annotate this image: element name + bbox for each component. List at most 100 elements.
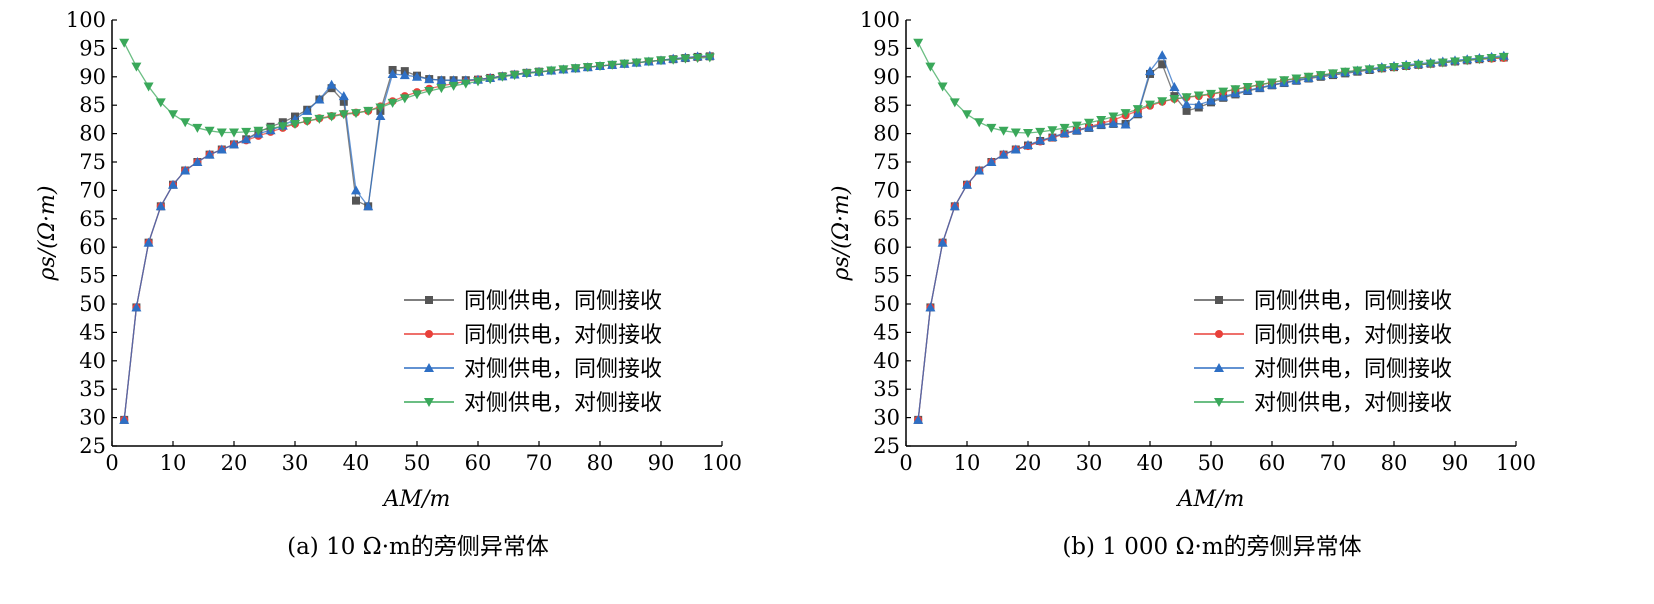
y-tick-label: 85 [873,93,900,117]
data-point-series-2 [399,70,410,80]
data-point-series-2 [155,201,166,211]
legend-marker [1215,330,1223,338]
data-point-series-3 [1376,64,1387,74]
y-axis-title: ρs/(Ω·m) [829,186,854,282]
data-point-series-3 [1413,60,1424,70]
data-point-series-3 [1010,128,1021,138]
data-point-series-3 [509,71,520,81]
x-tick-label: 90 [1442,451,1469,475]
data-point-series-3 [229,128,239,138]
data-point-series-3 [1315,71,1326,81]
data-point-series-3 [168,110,178,120]
data-point-series-3 [1218,87,1229,97]
data-point-series-3 [1425,59,1436,69]
y-tick-label: 100 [66,8,106,32]
x-tick-label: 60 [465,451,492,475]
data-point-series-2 [949,201,960,211]
data-point-series-3 [913,38,924,48]
data-point-series-2 [216,144,227,154]
x-axis-title: AM/m [382,487,451,512]
legend-label: 对侧供电，同侧接收 [1254,357,1452,382]
data-point-series-3 [1291,74,1302,84]
data-point-series-2 [143,237,154,247]
data-point-series-3 [570,64,581,74]
panel-caption: (a) 10 Ω·m的旁侧异常体 [287,534,549,560]
series-line-3 [917,42,1504,134]
data-point-series-2 [338,91,349,101]
legend-marker [425,296,433,304]
data-point-series-3 [1498,52,1509,62]
data-point-series-3 [143,82,154,92]
x-axis-title: AM/m [1176,487,1245,512]
data-point-series-3 [668,55,679,65]
data-point-series-3 [1023,129,1033,139]
x-tick-label: 70 [1320,451,1347,475]
data-point-series-3 [692,54,703,64]
data-point-series-2 [1023,139,1033,149]
data-point-series-3 [1279,76,1290,86]
y-tick-label: 35 [79,377,106,401]
data-point-series-2 [351,185,361,195]
y-tick-label: 50 [79,292,106,316]
data-point-series-3 [485,75,496,85]
x-tick-label: 80 [1381,451,1408,475]
data-point-series-3 [949,98,960,108]
data-point-series-3 [1450,57,1460,67]
x-tick-label: 100 [1496,451,1536,475]
y-tick-label: 40 [79,349,106,373]
data-point-series-2 [937,237,948,247]
data-point-series-2 [1169,82,1180,92]
data-point-series-3 [448,81,459,91]
data-point-series-3 [363,106,374,116]
x-tick-label: 80 [587,451,614,475]
data-point-series-3 [1364,65,1375,75]
data-point-series-3 [558,65,569,75]
legend-marker [424,363,434,372]
data-point-series-3 [680,54,691,64]
y-axis-title: ρs/(Ω·m) [35,186,60,282]
legend-label: 同侧供电，对侧接收 [464,323,662,348]
y-tick-label: 90 [873,65,900,89]
data-point-series-3 [290,119,300,129]
data-point-series-2 [1047,132,1058,142]
x-tick-label: 90 [648,451,675,475]
y-tick-label: 70 [873,178,900,202]
data-point-series-3 [1437,58,1448,68]
x-tick-label: 10 [954,451,981,475]
data-point-series-3 [1474,55,1485,65]
data-point-series-2 [1010,144,1021,154]
data-point-series-3 [1096,115,1107,125]
data-point-series-3 [521,69,532,79]
data-point-series-0 [1182,106,1191,115]
data-point-series-3 [1145,100,1155,110]
legend-marker [425,330,433,338]
x-tick-label: 0 [105,451,118,475]
legend-label: 同侧供电，同侧接收 [464,289,662,314]
data-point-series-2 [302,105,313,115]
data-point-series-3 [1120,109,1131,119]
y-tick-label: 95 [79,36,106,60]
data-point-series-3 [1157,97,1168,107]
data-point-series-3 [1328,69,1338,79]
y-tick-label: 55 [79,264,106,288]
data-point-series-3 [1169,94,1180,104]
data-point-series-3 [582,63,593,73]
data-point-series-3 [704,53,715,63]
data-point-series-2 [1193,99,1204,109]
x-tick-label: 40 [1137,451,1164,475]
data-point-series-2 [424,74,435,84]
data-point-series-3 [925,62,936,72]
legend-marker [424,398,434,407]
y-tick-label: 30 [79,406,106,430]
data-point-series-3 [1206,89,1216,99]
data-point-series-3 [1352,66,1363,76]
data-point-series-2 [1206,95,1216,105]
data-point-series-3 [399,94,410,104]
data-point-series-3 [351,109,361,119]
data-point-series-3 [497,72,508,82]
data-point-series-3 [265,124,276,134]
y-tick-label: 75 [79,150,106,174]
data-point-series-3 [1401,62,1412,72]
